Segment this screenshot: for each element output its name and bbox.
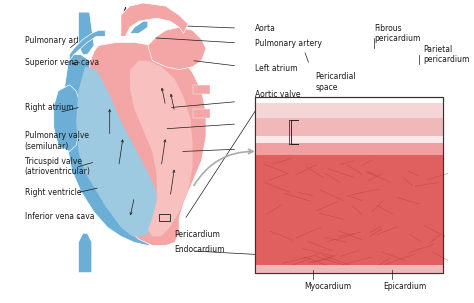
Text: Right atrium: Right atrium <box>25 103 73 112</box>
Polygon shape <box>130 21 148 33</box>
FancyArrowPatch shape <box>119 140 123 164</box>
Polygon shape <box>78 12 94 55</box>
Text: Pulmonary valve
(semilunar): Pulmonary valve (semilunar) <box>25 131 89 151</box>
Text: Left atrium: Left atrium <box>255 64 298 73</box>
Text: Left ventricle: Left ventricle <box>255 144 306 153</box>
FancyBboxPatch shape <box>255 136 443 144</box>
Text: Mitral valve
(atrioventricular): Mitral valve (atrioventricular) <box>255 113 321 132</box>
Text: Pulmonary artery: Pulmonary artery <box>25 36 91 45</box>
FancyArrowPatch shape <box>130 200 134 215</box>
Text: Tricuspid valve
(atrioventricular): Tricuspid valve (atrioventricular) <box>25 157 91 176</box>
FancyBboxPatch shape <box>255 97 443 273</box>
FancyBboxPatch shape <box>255 143 443 155</box>
Polygon shape <box>192 85 210 94</box>
Text: Myocardium: Myocardium <box>304 282 352 291</box>
Polygon shape <box>76 67 159 236</box>
Text: Pericardium: Pericardium <box>174 230 220 239</box>
Text: Inferior vena cava: Inferior vena cava <box>25 212 94 221</box>
Text: Parietal
pericardium: Parietal pericardium <box>423 45 470 64</box>
Text: Superior vena cava: Superior vena cava <box>25 58 99 67</box>
Polygon shape <box>121 3 188 36</box>
FancyArrowPatch shape <box>162 140 166 164</box>
Text: Aortic valve
(semilunar): Aortic valve (semilunar) <box>255 90 301 110</box>
Polygon shape <box>148 27 206 70</box>
Polygon shape <box>78 233 92 273</box>
Polygon shape <box>192 109 210 118</box>
FancyArrowPatch shape <box>170 94 174 109</box>
Text: Endocardium: Endocardium <box>174 245 225 255</box>
Text: Aorta: Aorta <box>255 24 276 33</box>
FancyArrowPatch shape <box>161 88 165 103</box>
FancyArrowPatch shape <box>194 149 253 185</box>
FancyBboxPatch shape <box>255 265 443 273</box>
FancyBboxPatch shape <box>255 118 443 136</box>
FancyBboxPatch shape <box>255 103 443 120</box>
Text: Fibrous
pericardium: Fibrous pericardium <box>374 24 420 43</box>
Text: Epicardium: Epicardium <box>383 282 426 291</box>
FancyArrowPatch shape <box>171 170 175 194</box>
Polygon shape <box>69 30 105 61</box>
Polygon shape <box>90 42 206 245</box>
Polygon shape <box>54 85 81 152</box>
Polygon shape <box>63 55 170 245</box>
FancyArrowPatch shape <box>109 110 111 134</box>
FancyBboxPatch shape <box>255 155 443 273</box>
Text: Right ventricle: Right ventricle <box>25 188 81 197</box>
Polygon shape <box>130 61 192 236</box>
Text: Pulmonary artery: Pulmonary artery <box>255 39 322 48</box>
Text: Pericardial
space: Pericardial space <box>316 72 356 92</box>
